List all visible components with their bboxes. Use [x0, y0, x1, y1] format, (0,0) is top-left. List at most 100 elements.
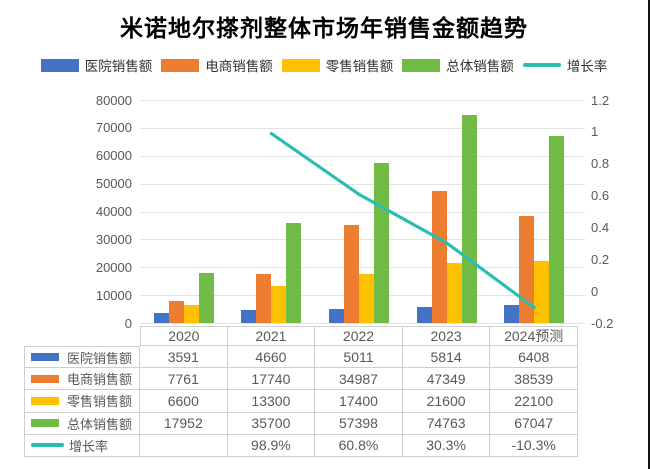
gridline — [140, 127, 585, 129]
bar-total-sales-2 — [374, 163, 389, 323]
legend-item-retail-sales: 零售销售额 — [281, 55, 394, 75]
bar-hospital-sales-0 — [153, 312, 169, 323]
y-axis-tick-label: 60000 — [95, 148, 132, 164]
legend-item-total-sales: 总体销售额 — [402, 55, 514, 75]
y-axis-tick-label: 0 — [124, 315, 132, 331]
table-cell-growth-rate-1: 98.9% — [227, 434, 316, 457]
table-cell-ecommerce-sales-1: 17740 — [227, 368, 316, 391]
table-swatch-total-sales — [31, 419, 59, 428]
bar-total-sales-0 — [198, 272, 214, 323]
bar-hospital-sales-1 — [241, 310, 257, 323]
table-cell-retail-sales-0: 6600 — [140, 390, 228, 413]
table-row-label-text-growth-rate: 增长率 — [69, 438, 109, 454]
secondary-axis-tick-label: 0.4 — [591, 219, 610, 235]
table-swatch-growth-rate — [31, 443, 64, 448]
table-row-label-retail-sales: 零售销售额 — [24, 390, 140, 413]
bar-retail-sales-4 — [534, 261, 550, 323]
legend-swatch-growth-rate — [522, 63, 561, 67]
bar-total-sales-4 — [549, 136, 565, 323]
legend-label-retail-sales: 零售销售额 — [325, 59, 394, 74]
table-cell-retail-sales-3: 21600 — [402, 390, 491, 413]
table-cell-ecommerce-sales-3: 47349 — [402, 368, 491, 391]
table-cell-growth-rate-2: 60.8% — [315, 434, 403, 457]
table-cell-total-sales-4: 67047 — [490, 412, 578, 435]
bar-retail-sales-0 — [183, 304, 199, 323]
legend-item-ecommerce-sales: 电商销售额 — [161, 55, 273, 75]
bar-total-sales-1 — [286, 223, 302, 323]
y-axis-tick-label: 50000 — [95, 176, 132, 192]
bar-retail-sales-2 — [359, 274, 374, 323]
table-row-label-text-hospital-sales: 医院销售额 — [67, 350, 133, 366]
data-table: 2020 2021 2022 2023 2024预测 医院销售额 3591 4660 5011 5… — [24, 326, 578, 457]
table-cell-total-sales-2: 57398 — [315, 412, 403, 435]
y-axis-tick-label: 40000 — [95, 204, 132, 219]
legend-label-total-sales: 总体销售额 — [446, 59, 514, 74]
table-cell-total-sales-1: 35700 — [227, 412, 316, 435]
table-cell-retail-sales-4: 22100 — [490, 390, 578, 413]
table-cell-ecommerce-sales-2: 34987 — [315, 368, 403, 391]
table-header-4: 2024预测 — [490, 326, 578, 346]
bar-retail-sales-1 — [271, 285, 287, 323]
table-cell-ecommerce-sales-4: 38539 — [490, 368, 578, 391]
legend-item-growth-rate: 增长率 — [522, 55, 607, 75]
gridline — [140, 155, 585, 157]
table-swatch-retail-sales — [31, 396, 59, 405]
table-header-0: 2020 — [140, 326, 228, 346]
table-row-label-total-sales: 总体销售额 — [24, 412, 140, 435]
legend-swatch-hospital-sales — [40, 58, 79, 72]
bar-hospital-sales-2 — [329, 309, 344, 323]
gridline — [140, 211, 585, 213]
secondary-axis-tick-label: 0.2 — [591, 251, 610, 267]
bar-hospital-sales-3 — [416, 306, 432, 323]
y-axis-tick-label: 80000 — [95, 92, 132, 108]
table-cell-retail-sales-2: 17400 — [315, 390, 403, 413]
secondary-axis-tick-label: 0 — [591, 283, 599, 299]
legend-swatch-ecommerce-sales — [161, 58, 200, 72]
bar-retail-sales-3 — [446, 262, 462, 323]
table-cell-total-sales-3: 74763 — [402, 412, 491, 435]
bar-ecommerce-sales-3 — [431, 191, 447, 323]
legend-item-hospital-sales: 医院销售额 — [40, 55, 153, 75]
table-cell-ecommerce-sales-0: 7761 — [140, 368, 228, 391]
table-header-1: 2021 — [227, 326, 316, 346]
secondary-axis-tick-label: 0.6 — [591, 188, 610, 204]
bar-hospital-sales-4 — [504, 305, 520, 323]
table-cell-hospital-sales-4: 6408 — [490, 346, 578, 369]
table-row-label-text-ecommerce-sales: 电商销售额 — [67, 372, 133, 388]
legend-label-ecommerce-sales: 电商销售额 — [205, 59, 273, 74]
bar-ecommerce-sales-1 — [256, 273, 272, 323]
table-cell-hospital-sales-2: 5011 — [315, 346, 403, 369]
table-row-label-ecommerce-sales: 电商销售额 — [24, 368, 140, 391]
y-axis-tick-label: 70000 — [95, 120, 132, 136]
table-swatch-hospital-sales — [31, 353, 59, 362]
y-axis-tick-label: 20000 — [95, 259, 132, 275]
legend: 医院销售额 电商销售额 零售销售额 总体销售额 增长率 — [0, 55, 648, 75]
secondary-axis-tick-label: 1.2 — [591, 92, 610, 108]
table-cell-retail-sales-1: 13300 — [227, 390, 316, 413]
table-header-3: 2023 — [402, 326, 491, 346]
legend-swatch-retail-sales — [281, 58, 320, 72]
table-header-2: 2022 — [315, 326, 403, 346]
secondary-axis-tick-label: -0.2 — [591, 315, 614, 331]
bar-ecommerce-sales-4 — [519, 215, 535, 323]
table-cell-hospital-sales-1: 4660 — [227, 346, 316, 369]
gridline — [140, 183, 585, 185]
legend-swatch-total-sales — [402, 58, 441, 72]
table-cell-total-sales-0: 17952 — [140, 412, 228, 435]
table-row-label-growth-rate: 增长率 — [24, 434, 140, 457]
bar-ecommerce-sales-0 — [168, 301, 184, 323]
y-axis-tick-label: 30000 — [95, 231, 132, 247]
table-cell-growth-rate-4: -10.3% — [490, 434, 578, 457]
table-cell-growth-rate-3: 30.3% — [402, 434, 491, 457]
gridline — [140, 323, 585, 324]
secondary-axis-tick-label: 1 — [591, 124, 599, 140]
legend-label-hospital-sales: 医院销售额 — [84, 59, 153, 74]
table-swatch-ecommerce-sales — [31, 374, 59, 383]
table-row-label-text-retail-sales: 零售销售额 — [67, 394, 133, 410]
table-corner-cell — [24, 326, 140, 346]
table-cell-hospital-sales-0: 3591 — [140, 346, 228, 369]
table-cell-hospital-sales-3: 5814 — [402, 346, 491, 369]
bar-ecommerce-sales-2 — [344, 225, 359, 323]
table-cell-growth-rate-0 — [140, 434, 228, 457]
